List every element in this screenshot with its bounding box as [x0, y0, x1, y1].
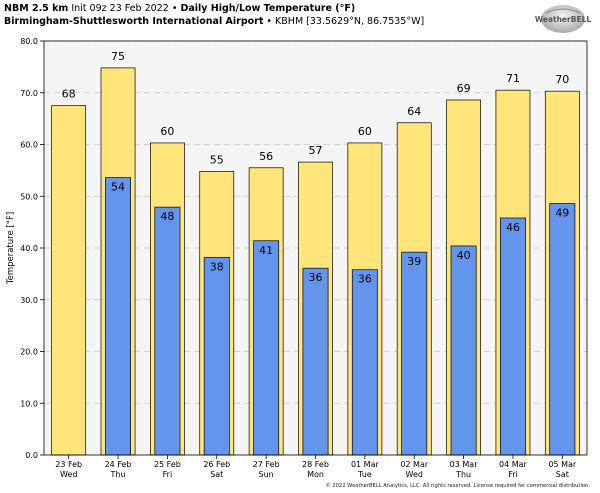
low-value-label: 46: [506, 221, 520, 234]
y-tick-label: 30.0: [20, 296, 38, 305]
x-tick-date: 03 Mar: [450, 460, 479, 469]
plot-frame: [43, 40, 588, 456]
y-tick-label: 0.0: [25, 451, 38, 460]
weatherbell-logo: WeatherBELL: [535, 5, 591, 33]
x-tick-date: 05 Mar: [548, 460, 577, 469]
x-tick-date: 04 Mar: [499, 460, 528, 469]
high-value-label: 70: [555, 73, 569, 86]
x-tick-date: 26 Feb: [203, 460, 230, 469]
x-tick-date: 28 Feb: [302, 460, 329, 469]
x-tick-day: Wed: [60, 470, 77, 479]
y-tick-label: 60.0: [20, 141, 38, 150]
low-bar: [154, 206, 181, 456]
low-value-label: 41: [259, 244, 273, 257]
chart-header: NBM 2.5 km Init 09z 23 Feb 2022 • Daily …: [4, 2, 424, 28]
separator: •: [171, 3, 178, 14]
x-tick-day: Wed: [406, 470, 423, 479]
high-value-label: 60: [358, 125, 372, 138]
y-tick-label: 50.0: [20, 192, 38, 201]
header-line-2: Birmingham-Shuttlesworth International A…: [4, 15, 424, 28]
y-tick-label: 80.0: [20, 37, 38, 46]
low-value-label: 48: [160, 210, 174, 223]
x-tick-date: 23 Feb: [55, 460, 82, 469]
low-value-label: 36: [358, 273, 372, 286]
x-tick-day: Thu: [110, 470, 126, 479]
high-value-label: 55: [210, 153, 224, 166]
low-bar: [450, 245, 477, 456]
low-value-label: 54: [111, 181, 125, 194]
low-bar: [500, 217, 526, 456]
x-tick-day: Sat: [210, 470, 223, 479]
x-tick-day: Sun: [259, 470, 274, 479]
x-tick-date: 25 Feb: [154, 460, 181, 469]
low-value-label: 36: [309, 271, 323, 284]
y-axis-label: Temperature [°F]: [6, 212, 16, 285]
low-value-label: 39: [407, 255, 421, 268]
high-value-label: 57: [309, 144, 323, 157]
y-tick-label: 20.0: [20, 348, 38, 357]
x-tick-date: 24 Feb: [105, 460, 132, 469]
low-bar: [302, 267, 329, 456]
x-tick-day: Mon: [307, 470, 324, 479]
low-temperature-bars: 54 48 38 41 36 36 39 40 46 49: [105, 177, 576, 456]
y-axis: 0.0 10.0 20.0 30.0 40.0 50.0 60.0 70.0 80.0: [20, 37, 44, 460]
low-bar: [351, 269, 378, 456]
x-tick-date: 27 Feb: [253, 460, 280, 469]
low-bar: [105, 177, 131, 456]
high-value-label: 60: [160, 125, 174, 138]
high-bar: [51, 105, 87, 456]
high-value-label: 68: [62, 88, 76, 101]
high-value-label: 64: [407, 105, 421, 118]
y-tick-label: 10.0: [20, 399, 38, 408]
logo-text: WeatherBELL: [535, 15, 591, 24]
y-tick-label: 40.0: [20, 244, 38, 253]
station-code: KBHM [33.5629°N, 86.7535°W]: [275, 16, 425, 27]
x-tick-date: 01 Mar: [351, 460, 380, 469]
high-value-label: 75: [111, 50, 125, 63]
low-bar: [253, 240, 280, 456]
high-value-label: 71: [506, 72, 520, 85]
low-value-label: 40: [457, 249, 471, 262]
header-line-1: NBM 2.5 km Init 09z 23 Feb 2022 • Daily …: [4, 2, 424, 15]
x-tick-day: Fri: [163, 470, 173, 479]
low-bar: [401, 251, 428, 456]
low-bar: [203, 256, 230, 456]
separator: •: [266, 16, 273, 27]
init-time: Init 09z 23 Feb 2022: [71, 3, 169, 14]
copyright-notice: © 2022 WeatherBELL Analytics, LLC. All r…: [325, 483, 590, 489]
x-tick-day: Fri: [508, 470, 518, 479]
y-tick-label: 70.0: [20, 89, 38, 98]
station-name: Birmingham-Shuttlesworth International A…: [4, 16, 264, 27]
product-title: Daily High/Low Temperature (°F): [180, 3, 356, 14]
x-tick-day: Tue: [357, 470, 372, 479]
model-name: NBM 2.5 km: [4, 3, 69, 14]
x-tick-day: Thu: [455, 470, 471, 479]
x-tick-day: Sat: [556, 470, 569, 479]
high-value-label: 69: [457, 82, 471, 95]
x-tick-date: 02 Mar: [400, 460, 429, 469]
high-value-label: 56: [259, 150, 273, 163]
low-value-label: 38: [210, 260, 224, 273]
low-value-label: 49: [555, 206, 569, 219]
low-bar: [549, 203, 576, 456]
